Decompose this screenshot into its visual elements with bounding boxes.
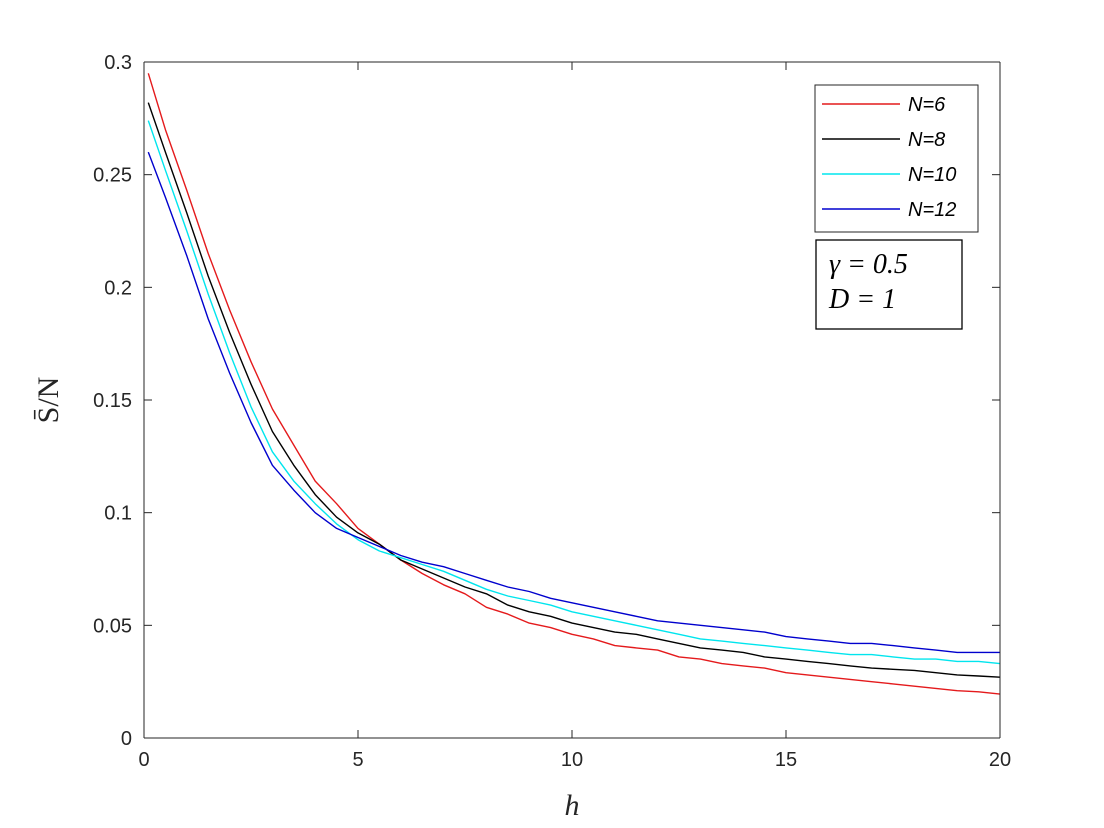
x-tick-label: 0 xyxy=(138,749,149,771)
x-tick-label: 10 xyxy=(561,749,583,771)
legend-box xyxy=(814,84,979,233)
x-axis-title: h xyxy=(565,789,580,822)
x-tick-label: 5 xyxy=(352,749,363,771)
y-tick-label: 0.15 xyxy=(93,390,132,412)
legend-label: N=8 xyxy=(908,129,945,151)
legend-label: N=12 xyxy=(908,199,956,221)
annotation-frame xyxy=(815,239,963,330)
y-axis-title: S̄/N xyxy=(32,377,65,424)
annotation-box: γ = 0.5 D = 1 xyxy=(815,239,963,330)
series-layer xyxy=(147,73,1001,695)
x-tick-label: 15 xyxy=(775,749,797,771)
ticks-layer: 0 5 10 15 20 0 0.05 0.1 0.15 0.2 0.25 0.3 xyxy=(93,52,1011,771)
legend-label: N=10 xyxy=(908,164,956,186)
series-line-n-8 xyxy=(147,102,1001,678)
annotation-d: D = 1 xyxy=(828,284,896,315)
y-tick-label: 0.3 xyxy=(104,52,132,74)
y-tick-label: 0.05 xyxy=(93,615,132,637)
y-tick-label: 0.2 xyxy=(104,277,132,299)
y-tick-label: 0 xyxy=(121,728,132,750)
legend-items: N=6 N=8 N=10 N=12 xyxy=(822,94,956,221)
y-tick-label: 0.1 xyxy=(104,503,132,525)
annotation-gamma: γ = 0.5 xyxy=(829,249,908,280)
series-line-n-12 xyxy=(147,151,1000,654)
x-tick-label: 20 xyxy=(989,749,1011,771)
y-tick-label: 0.25 xyxy=(93,165,132,187)
legend: N=6 N=8 N=10 N=12 xyxy=(814,84,979,233)
series-line-n-10 xyxy=(147,120,1001,665)
series-line-n-6 xyxy=(147,73,1001,695)
legend-label: N=6 xyxy=(908,94,946,116)
